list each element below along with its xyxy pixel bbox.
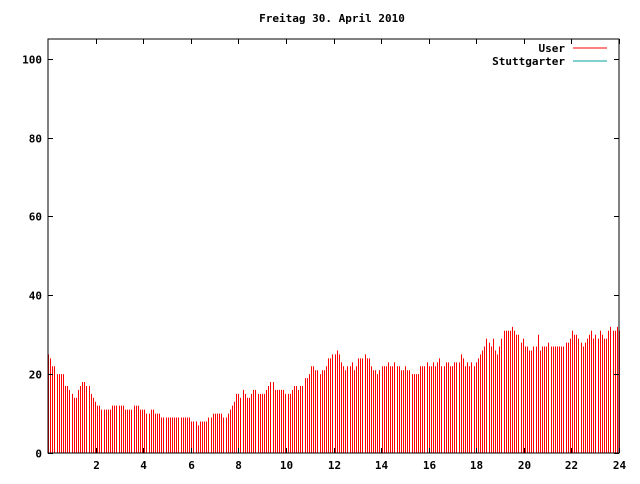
x-tick-label: 2 (93, 459, 100, 472)
y-tick-label: 60 (29, 211, 42, 224)
x-tick-label: 24 (613, 459, 627, 472)
x-tick-label: 18 (470, 459, 483, 472)
legend-label: Stuttgarter (492, 55, 565, 68)
plot-frame (47, 38, 620, 454)
x-tick-label: 14 (375, 459, 389, 472)
legend-label: User (539, 42, 566, 55)
x-tick-label: 12 (328, 459, 341, 472)
x-tick-label: 4 (140, 459, 147, 472)
x-tick-label: 22 (565, 459, 578, 472)
y-tick-label: 40 (29, 290, 42, 303)
x-tick-label: 10 (280, 459, 293, 472)
x-tick-label: 6 (188, 459, 195, 472)
chart-title: Freitag 30. April 2010 (259, 12, 405, 25)
y-tick-label: 100 (22, 54, 42, 67)
x-tick-label: 20 (518, 459, 531, 472)
x-tick-label: 8 (235, 459, 242, 472)
y-tick-label: 0 (35, 448, 42, 461)
x-tick-label: 16 (423, 459, 437, 472)
y-tick-label: 80 (29, 133, 42, 146)
y-tick-label: 20 (29, 369, 42, 382)
bars-layer (48, 326, 620, 453)
